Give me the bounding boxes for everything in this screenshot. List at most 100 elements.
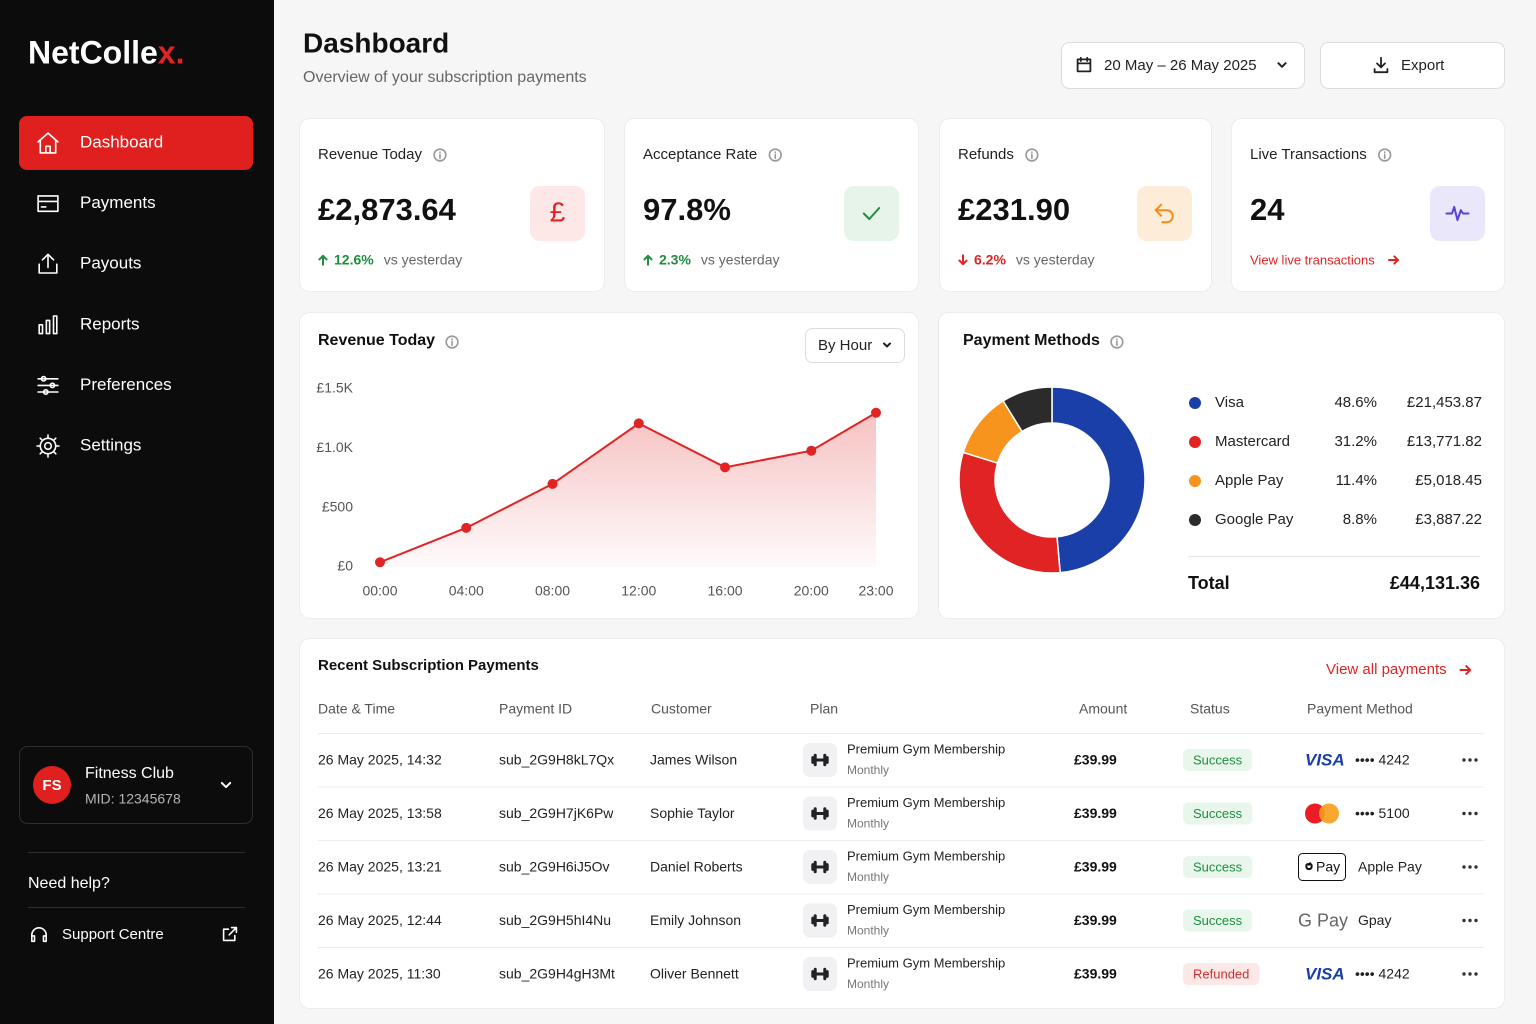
row-menu[interactable] bbox=[1462, 811, 1478, 816]
page-subtitle: Overview of your subscription payments bbox=[303, 69, 587, 86]
cell-date: 26 May 2025, 11:30 bbox=[318, 966, 441, 982]
nav-item[interactable]: Preferences bbox=[38, 375, 172, 394]
method-detail: •••• 4242 bbox=[1355, 752, 1410, 768]
cell-customer: Sophie Taylor bbox=[650, 805, 735, 821]
link-label: View all payments bbox=[1326, 661, 1447, 678]
chart-control[interactable]: By Hour bbox=[805, 328, 905, 363]
icon-download bbox=[1375, 58, 1388, 72]
icon-path bbox=[1306, 863, 1311, 869]
icon-chevron bbox=[222, 783, 230, 787]
nav-item[interactable]: Dashboard bbox=[19, 116, 253, 170]
icon-up bbox=[319, 256, 326, 265]
y-tick-label: £1.0K bbox=[316, 439, 353, 455]
icon-path bbox=[38, 133, 58, 153]
nav-item[interactable]: Payments bbox=[38, 193, 156, 212]
account-mid: MID: 12345678 bbox=[85, 791, 181, 807]
icon-right bbox=[1460, 666, 1470, 674]
cell-period: Monthly bbox=[847, 763, 889, 777]
date-picker[interactable]: 20 May – 26 May 2025 bbox=[1061, 42, 1305, 89]
kpi-icon-box bbox=[1430, 186, 1485, 241]
menu-dot bbox=[1462, 758, 1466, 762]
status-pill bbox=[1183, 909, 1253, 932]
cell-date: 26 May 2025, 13:21 bbox=[318, 859, 442, 875]
legend-label: Google Pay bbox=[1215, 511, 1294, 528]
applepay-logo: Pay bbox=[1316, 859, 1340, 875]
avatar-initials: FS bbox=[42, 777, 61, 794]
x-tick-label: 16:00 bbox=[708, 583, 743, 599]
status-pill bbox=[1183, 963, 1260, 985]
status-label: Success bbox=[1193, 752, 1243, 767]
view-all-link[interactable]: View all payments bbox=[1326, 661, 1470, 678]
icon-card bbox=[38, 196, 58, 211]
icon-path bbox=[1078, 58, 1091, 72]
row-menu[interactable] bbox=[1462, 972, 1478, 976]
support-link[interactable]: Support Centre bbox=[32, 926, 237, 943]
visa-logo: VISA bbox=[1305, 964, 1345, 983]
total-label: Total bbox=[1188, 573, 1230, 593]
kpi-note: vs yesterday bbox=[1016, 252, 1095, 268]
column-header: Status bbox=[1190, 701, 1230, 717]
menu-dot bbox=[1462, 865, 1466, 869]
menu-dot bbox=[1468, 865, 1472, 869]
cell-plan: Premium Gym Membership bbox=[847, 741, 1005, 756]
icon-path bbox=[813, 755, 827, 765]
kpi-title: Revenue Today bbox=[318, 146, 422, 163]
chart-title: Payment Methods bbox=[963, 332, 1100, 349]
menu-dot bbox=[1474, 758, 1478, 762]
icon-path bbox=[1026, 149, 1038, 161]
point bbox=[806, 445, 817, 456]
button bbox=[805, 328, 905, 363]
kpi-symbol: £ bbox=[550, 196, 566, 227]
table-title: Recent Subscription Payments bbox=[318, 657, 539, 674]
method-detail: Apple Pay bbox=[1358, 859, 1422, 875]
kpi-title: Live Transactions bbox=[1250, 146, 1367, 163]
link-label: View live transactions bbox=[1250, 252, 1375, 267]
account-box[interactable] bbox=[19, 746, 253, 824]
column-header: Customer bbox=[651, 701, 712, 717]
kpi-link[interactable]: View live transactions bbox=[1250, 252, 1398, 267]
nav-item[interactable]: Settings bbox=[37, 435, 141, 457]
method-detail: Gpay bbox=[1358, 912, 1391, 928]
cell-id: sub_2G9H6iJ5Ov bbox=[499, 859, 610, 875]
icon-path bbox=[434, 149, 446, 161]
row-menu[interactable] bbox=[1462, 865, 1478, 869]
cell-plan: Premium Gym Membership bbox=[847, 848, 1005, 863]
icon-path bbox=[959, 255, 966, 264]
row-menu[interactable] bbox=[1462, 758, 1478, 762]
point bbox=[461, 522, 472, 533]
cell-date: 26 May 2025, 14:32 bbox=[318, 752, 442, 768]
cell-amount: £39.99 bbox=[1074, 752, 1117, 768]
icon-upload bbox=[39, 254, 57, 273]
account-name: Fitness Club bbox=[85, 765, 174, 782]
icon-calendar bbox=[1078, 58, 1091, 72]
page-title: Dashboard bbox=[303, 27, 449, 58]
icon-path bbox=[224, 928, 237, 941]
icon-up bbox=[644, 256, 651, 265]
icon-undo bbox=[1156, 205, 1173, 223]
cell-date: 26 May 2025, 12:44 bbox=[318, 912, 442, 928]
menu-dot bbox=[1474, 865, 1478, 869]
column-header: Date & Time bbox=[318, 701, 395, 717]
menu-dot bbox=[1474, 811, 1478, 816]
icon-path bbox=[644, 256, 651, 265]
icon-gear bbox=[37, 435, 59, 457]
icon-info bbox=[769, 149, 781, 161]
legend-amount: £13,771.82 bbox=[1407, 433, 1482, 450]
icon-path bbox=[37, 435, 59, 457]
nav-label: Settings bbox=[80, 435, 141, 454]
kpi-value: £231.90 bbox=[958, 192, 1070, 227]
nav-item[interactable]: Payouts bbox=[39, 254, 141, 273]
icon-chevron bbox=[1278, 63, 1285, 67]
export-button[interactable]: Export bbox=[1320, 42, 1505, 89]
column-header: Payment ID bbox=[499, 701, 572, 717]
icon-sliders bbox=[38, 377, 58, 395]
nav-item[interactable]: Reports bbox=[39, 314, 140, 333]
kpi-card bbox=[939, 118, 1212, 292]
legend-dot bbox=[1189, 397, 1201, 409]
row-menu[interactable] bbox=[1462, 918, 1478, 923]
icon-headset bbox=[32, 928, 46, 942]
chart-title: Revenue Today bbox=[318, 332, 435, 349]
icon-path bbox=[864, 208, 879, 219]
cell-customer: James Wilson bbox=[650, 752, 737, 768]
